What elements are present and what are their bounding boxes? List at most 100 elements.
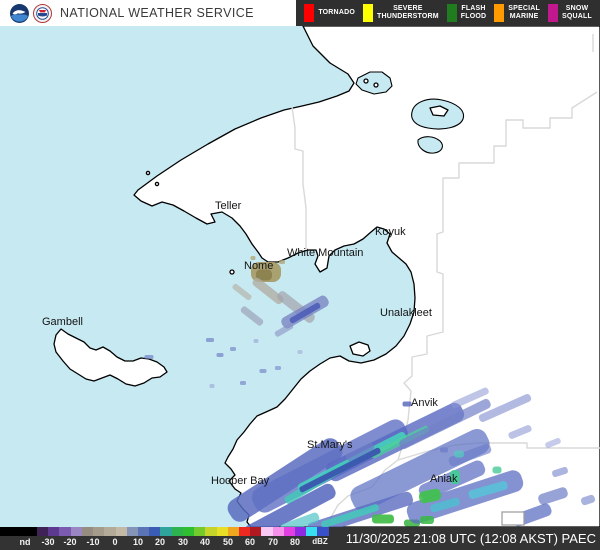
city-label: Unalakleet bbox=[380, 307, 432, 319]
legend-item: FLASH FLOOD bbox=[446, 4, 487, 22]
legend-item: SEVERE THUNDERSTORM bbox=[362, 4, 439, 22]
radar-echo bbox=[372, 514, 394, 524]
logo-group bbox=[10, 3, 52, 23]
boundary-line bbox=[291, 106, 307, 250]
tick-label: -10 bbox=[86, 537, 100, 547]
radar-echo bbox=[545, 437, 561, 449]
noaa-logo-icon[interactable] bbox=[10, 3, 29, 23]
radar-echo bbox=[508, 425, 532, 439]
colorbar-segment bbox=[216, 527, 228, 536]
radar-echo bbox=[216, 353, 224, 357]
city-label: Gambell bbox=[42, 316, 83, 328]
tick-label: dBZ bbox=[312, 537, 328, 546]
tick-label: 10 bbox=[132, 537, 144, 547]
radar-echo bbox=[430, 497, 460, 513]
radar-echo bbox=[448, 443, 492, 467]
radar-echo bbox=[230, 347, 236, 351]
colorbar-segment bbox=[182, 527, 195, 536]
lake-island bbox=[429, 105, 449, 117]
colorbar-nd-segment bbox=[0, 527, 37, 536]
legend-chip bbox=[362, 4, 373, 22]
radar-echo bbox=[451, 387, 489, 409]
colorbar-segment bbox=[227, 527, 239, 536]
reflectivity-colorbar bbox=[0, 527, 329, 536]
radar-echo bbox=[279, 260, 285, 264]
tick-label: 20 bbox=[154, 537, 166, 547]
colorbar-segment bbox=[250, 527, 262, 536]
colorbar-segment bbox=[283, 527, 296, 536]
city-label-layer: Teller Koyuk White Mountain Nome Gambell Unal… bbox=[42, 200, 458, 487]
colorbar-segment bbox=[149, 527, 161, 536]
legend-label: SNOW SQUALL bbox=[562, 4, 592, 20]
colorbar-segment bbox=[205, 527, 217, 536]
legend-label: FLASH FLOOD bbox=[460, 4, 487, 20]
tick-label: 40 bbox=[199, 537, 211, 547]
tick-label: 0 bbox=[112, 537, 118, 547]
radar-echo bbox=[468, 481, 508, 499]
city-label: White Mountain bbox=[287, 247, 363, 259]
radar-echo bbox=[252, 277, 284, 305]
colorbar-segment bbox=[93, 527, 105, 536]
colorbar-segment bbox=[126, 527, 138, 536]
radar-echo bbox=[402, 401, 412, 407]
legend-chip bbox=[548, 4, 559, 22]
colorbar-segment bbox=[59, 527, 71, 536]
legend-item: SPECIAL MARINE bbox=[494, 4, 540, 22]
tick-label: 30 bbox=[177, 537, 189, 547]
colorbar-segment bbox=[81, 527, 94, 536]
land-st-lawrence-island bbox=[53, 328, 168, 387]
islet bbox=[363, 78, 369, 84]
city-label: Anvik bbox=[411, 397, 438, 409]
colorbar-tick-labels: nd -30 -20 -10 0 10 20 30 40 50 60 70 80 dBZ bbox=[0, 536, 360, 550]
tick-label: -30 bbox=[41, 537, 55, 547]
colorbar-segment bbox=[104, 527, 116, 536]
tick-label: 70 bbox=[267, 537, 279, 547]
tick-label: 80 bbox=[289, 537, 301, 547]
radar-echo bbox=[289, 302, 321, 324]
radar-echo bbox=[399, 398, 491, 450]
colorbar-segment bbox=[295, 527, 307, 536]
tick-label: 60 bbox=[244, 537, 256, 547]
radar-echo bbox=[420, 516, 434, 524]
small-box bbox=[501, 511, 525, 526]
radar-echo bbox=[144, 355, 154, 359]
radar-echo bbox=[345, 442, 375, 462]
legend-label: TORNADO bbox=[318, 8, 355, 16]
radar-echo bbox=[297, 350, 303, 354]
radar-echo bbox=[454, 450, 464, 458]
radar-echo bbox=[321, 504, 379, 528]
header-title: NATIONAL WEATHER SERVICE bbox=[60, 6, 254, 20]
city-label: St.Mary's bbox=[307, 439, 353, 451]
radar-echo bbox=[253, 339, 259, 343]
colorbar-segment bbox=[70, 527, 82, 536]
city-label: Nome bbox=[244, 260, 273, 272]
map-canvas[interactable]: Teller Koyuk White Mountain Nome Gambell Unal… bbox=[0, 26, 600, 550]
colorbar-segment bbox=[48, 527, 60, 536]
island bbox=[154, 181, 160, 187]
radar-echo bbox=[250, 256, 256, 260]
colorbar-segment bbox=[171, 527, 183, 536]
nws-logo-icon[interactable] bbox=[33, 3, 52, 23]
island bbox=[349, 341, 371, 357]
colorbar-segment bbox=[194, 527, 206, 536]
warning-legend: TORNADO SEVERE THUNDERSTORM FLASH FLOOD SPE… bbox=[296, 0, 600, 26]
radar-echo bbox=[240, 381, 246, 385]
radar-echo bbox=[240, 306, 264, 326]
island bbox=[229, 269, 235, 275]
lake bbox=[417, 136, 443, 154]
radar-echo bbox=[274, 323, 294, 337]
bay-inlet bbox=[355, 71, 393, 95]
legend-chip bbox=[494, 4, 505, 22]
colorbar-segment bbox=[238, 527, 251, 536]
radar-echo bbox=[256, 269, 272, 281]
radar-echo bbox=[209, 384, 215, 388]
colorbar-segment bbox=[160, 527, 172, 536]
legend-item: SNOW SQUALL bbox=[548, 4, 592, 22]
radar-echo bbox=[350, 428, 490, 512]
island bbox=[145, 170, 151, 176]
colorbar-segment bbox=[261, 527, 273, 536]
tick-label: 50 bbox=[222, 537, 234, 547]
status-bar: nd -30 -20 -10 0 10 20 30 40 50 60 70 80 dBZ 11/30/20… bbox=[0, 527, 600, 550]
radar-echo bbox=[580, 494, 596, 506]
tick-label: nd bbox=[19, 537, 31, 547]
